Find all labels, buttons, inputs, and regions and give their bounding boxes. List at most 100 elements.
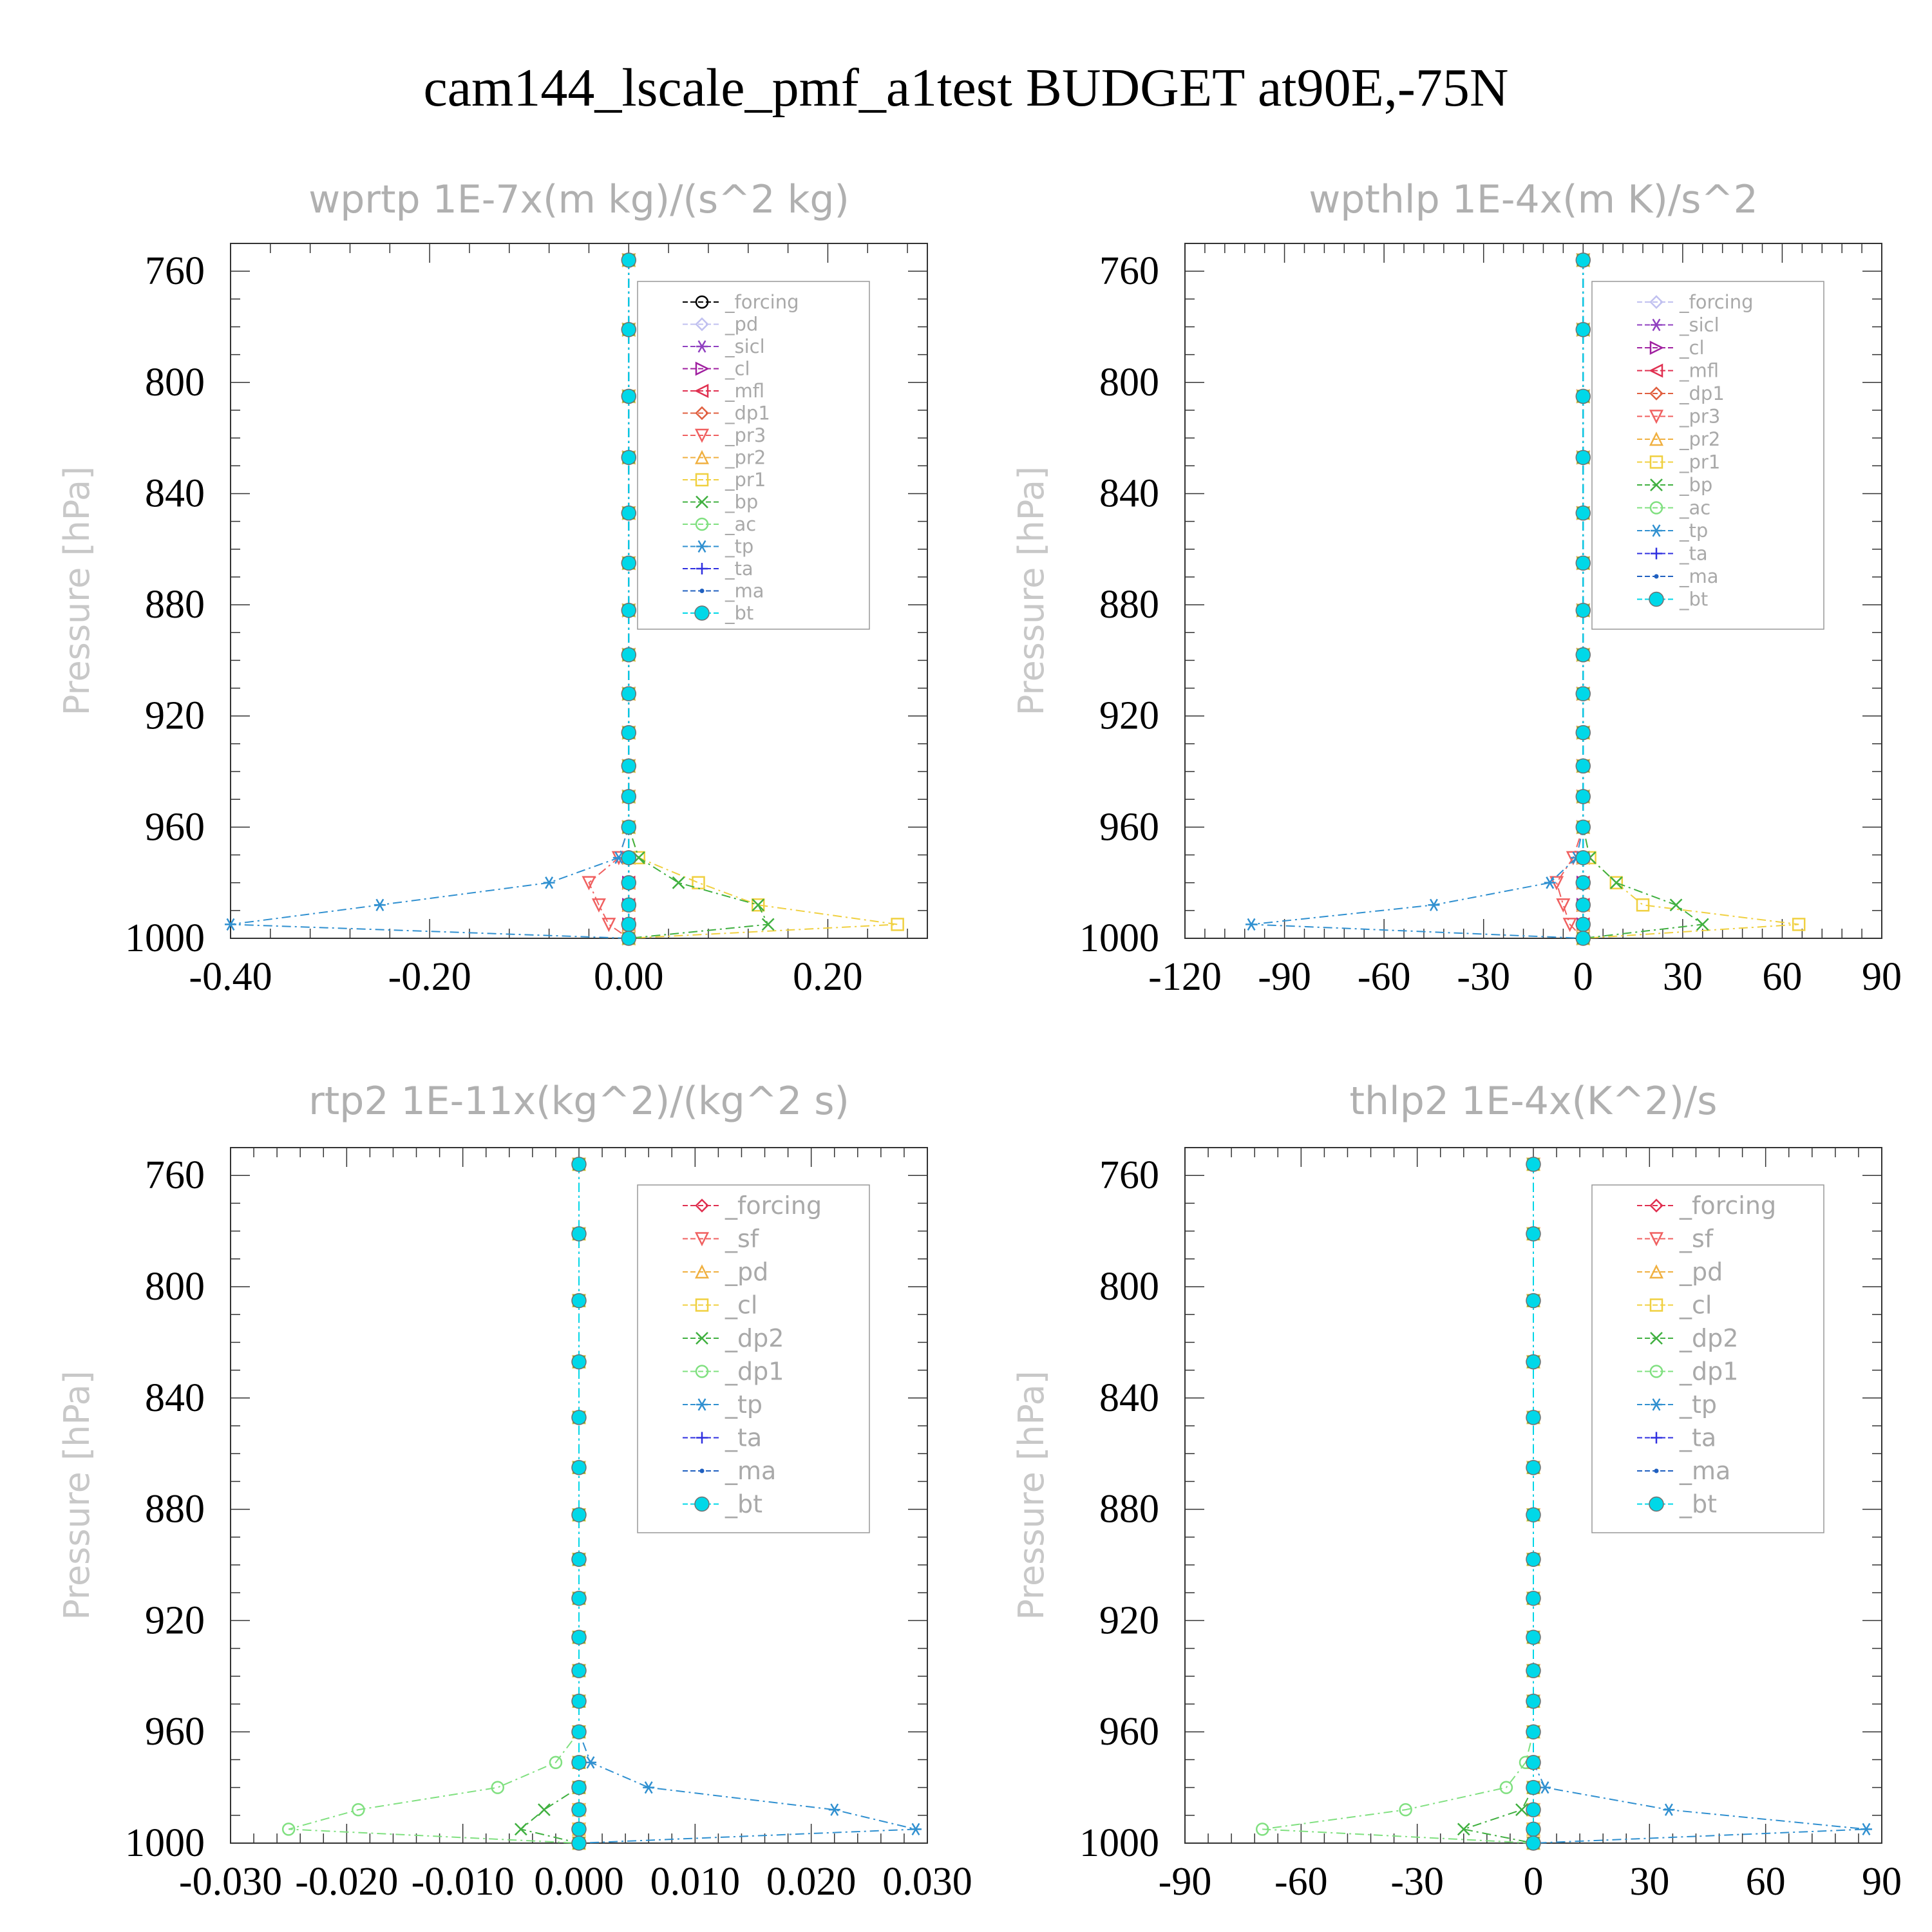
data-point [571, 1779, 587, 1795]
y-tick-label: 880 [1099, 1488, 1159, 1531]
x-tick-label: 0 [1573, 955, 1593, 999]
legend-marker [1649, 431, 1664, 446]
y-tick-label: 960 [1099, 1710, 1159, 1754]
legend-label: _dp1 [1679, 1358, 1738, 1386]
legend-label: _pr3 [1679, 406, 1720, 428]
data-point [1575, 875, 1591, 891]
legend-label: _sicl [724, 336, 765, 357]
data-point [1696, 918, 1709, 931]
legend-label: _mfl [1679, 360, 1719, 382]
y-tick-label: 920 [145, 694, 205, 738]
panel-title: rtp2 1E-11x(kg^2)/(kg^2 s) [308, 1079, 849, 1124]
data-point [621, 505, 637, 521]
data-point [1575, 505, 1591, 521]
legend-label: _forcing [1679, 291, 1754, 313]
data-point [1526, 1693, 1541, 1709]
x-tick-label: -60 [1358, 955, 1411, 999]
data-point [621, 897, 637, 913]
data-point [1575, 724, 1591, 741]
x-tick-label: -0.20 [388, 955, 471, 999]
panel-4: thlp2 1E-4x(K^2)/s Pressure [hPa] 760 800 84… [1011, 1079, 1902, 1904]
data-point [752, 898, 765, 912]
legend-marker [1654, 1468, 1659, 1473]
data-point [571, 1460, 587, 1475]
legend-marker [694, 1232, 710, 1247]
x-tick-label: 0.00 [594, 955, 664, 999]
series-line [588, 260, 630, 939]
y-tick-label: 840 [1099, 471, 1159, 515]
data-point [543, 876, 555, 889]
panel-title: thlp2 1E-4x(K^2)/s [1349, 1079, 1717, 1124]
x-tick-label: 30 [1663, 955, 1703, 999]
legend-marker [695, 1198, 709, 1213]
data-point [281, 1823, 296, 1836]
data-point [571, 1226, 587, 1242]
legend-label: _cl [724, 358, 750, 380]
legend-marker [1651, 318, 1662, 332]
data-point [571, 1802, 587, 1817]
data-point [1526, 1835, 1541, 1851]
data-point [1575, 388, 1591, 404]
data-point [571, 1591, 587, 1606]
data-point [514, 1823, 527, 1836]
legend: _forcing _sf _pd _cl _dp2 _dp1 _tp _ta _ma _bt [637, 1184, 870, 1533]
legend-label: _tp [1679, 520, 1708, 542]
data-point [761, 918, 775, 931]
data-point [1526, 1821, 1541, 1837]
y-tick-label: 1000 [125, 1821, 205, 1865]
data-point [643, 1781, 655, 1794]
data-point [1526, 1410, 1541, 1425]
data-point [571, 1354, 587, 1370]
data-point [1575, 647, 1591, 663]
y-tick-label: 960 [1099, 805, 1159, 849]
x-tick-label: 0.000 [534, 1860, 624, 1904]
data-point [571, 1835, 587, 1851]
y-tick-label: 880 [145, 583, 205, 627]
data-point [1663, 1803, 1675, 1816]
legend-label: _ma [724, 580, 764, 602]
y-tick-label: 840 [145, 471, 205, 515]
legend-label: _pd [724, 1258, 768, 1286]
legend-marker [696, 563, 708, 574]
data-point [1575, 602, 1591, 618]
legend-label: _ta [724, 1424, 762, 1452]
data-point [621, 724, 637, 741]
data-point [1457, 1823, 1470, 1836]
series-bt [1526, 1157, 1541, 1851]
data-point [1526, 1779, 1541, 1795]
y-tick-label: 1000 [1079, 1821, 1159, 1865]
data-point [1526, 1754, 1541, 1770]
legend-marker [1649, 591, 1664, 607]
legend-marker [1649, 1264, 1664, 1279]
y-axis-label: Pressure [hPa] [1011, 1370, 1052, 1620]
legend-marker [1649, 1365, 1663, 1378]
legend-marker [1650, 478, 1663, 491]
data-point [571, 1724, 587, 1739]
data-point [601, 918, 616, 933]
panel-3: rtp2 1E-11x(kg^2)/(kg^2 s) Pressure [hPa]… [57, 1079, 972, 1904]
legend-box [637, 1184, 870, 1533]
legend-label: _sf [724, 1225, 760, 1253]
legend-label: _forcing [724, 291, 799, 313]
y-tick-label: 960 [145, 1710, 205, 1754]
y-tick-label: 800 [145, 1265, 205, 1309]
legend-marker [1651, 1398, 1662, 1411]
data-point [621, 686, 637, 701]
legend-label: _bp [724, 491, 758, 513]
legend-label: _bt [1679, 1490, 1717, 1519]
legend-marker [1649, 340, 1664, 355]
data-point [621, 819, 637, 835]
y-tick-label: 920 [1099, 694, 1159, 738]
data-point [1526, 1354, 1541, 1370]
series-bt [571, 1157, 587, 1851]
legend-marker [1650, 1332, 1663, 1345]
data-point [1428, 898, 1440, 911]
series-dp1 [1255, 1157, 1540, 1850]
data-point [1562, 918, 1577, 933]
data-point [672, 876, 685, 889]
figure-title: cam144_lscale_pmf_a1test BUDGET at90E,-7… [423, 58, 1509, 118]
legend-box [637, 281, 870, 630]
x-tick-label: 90 [1862, 1860, 1902, 1904]
x-tick-label: -90 [1159, 1860, 1212, 1904]
legend-label: _dp1 [724, 402, 770, 424]
